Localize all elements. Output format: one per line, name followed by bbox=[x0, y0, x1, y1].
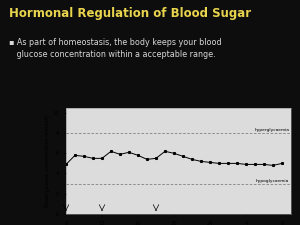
Text: hypoglycaemia: hypoglycaemia bbox=[256, 178, 289, 182]
Text: ▪ As part of homeostasis, the body keeps your blood
   glucose concentration wit: ▪ As part of homeostasis, the body keeps… bbox=[9, 38, 222, 59]
Y-axis label: Blood glucose concentration (mmol/l): Blood glucose concentration (mmol/l) bbox=[44, 115, 50, 207]
Text: hyperglycaemia: hyperglycaemia bbox=[254, 128, 289, 132]
Text: Hormonal Regulation of Blood Sugar: Hormonal Regulation of Blood Sugar bbox=[9, 7, 251, 20]
